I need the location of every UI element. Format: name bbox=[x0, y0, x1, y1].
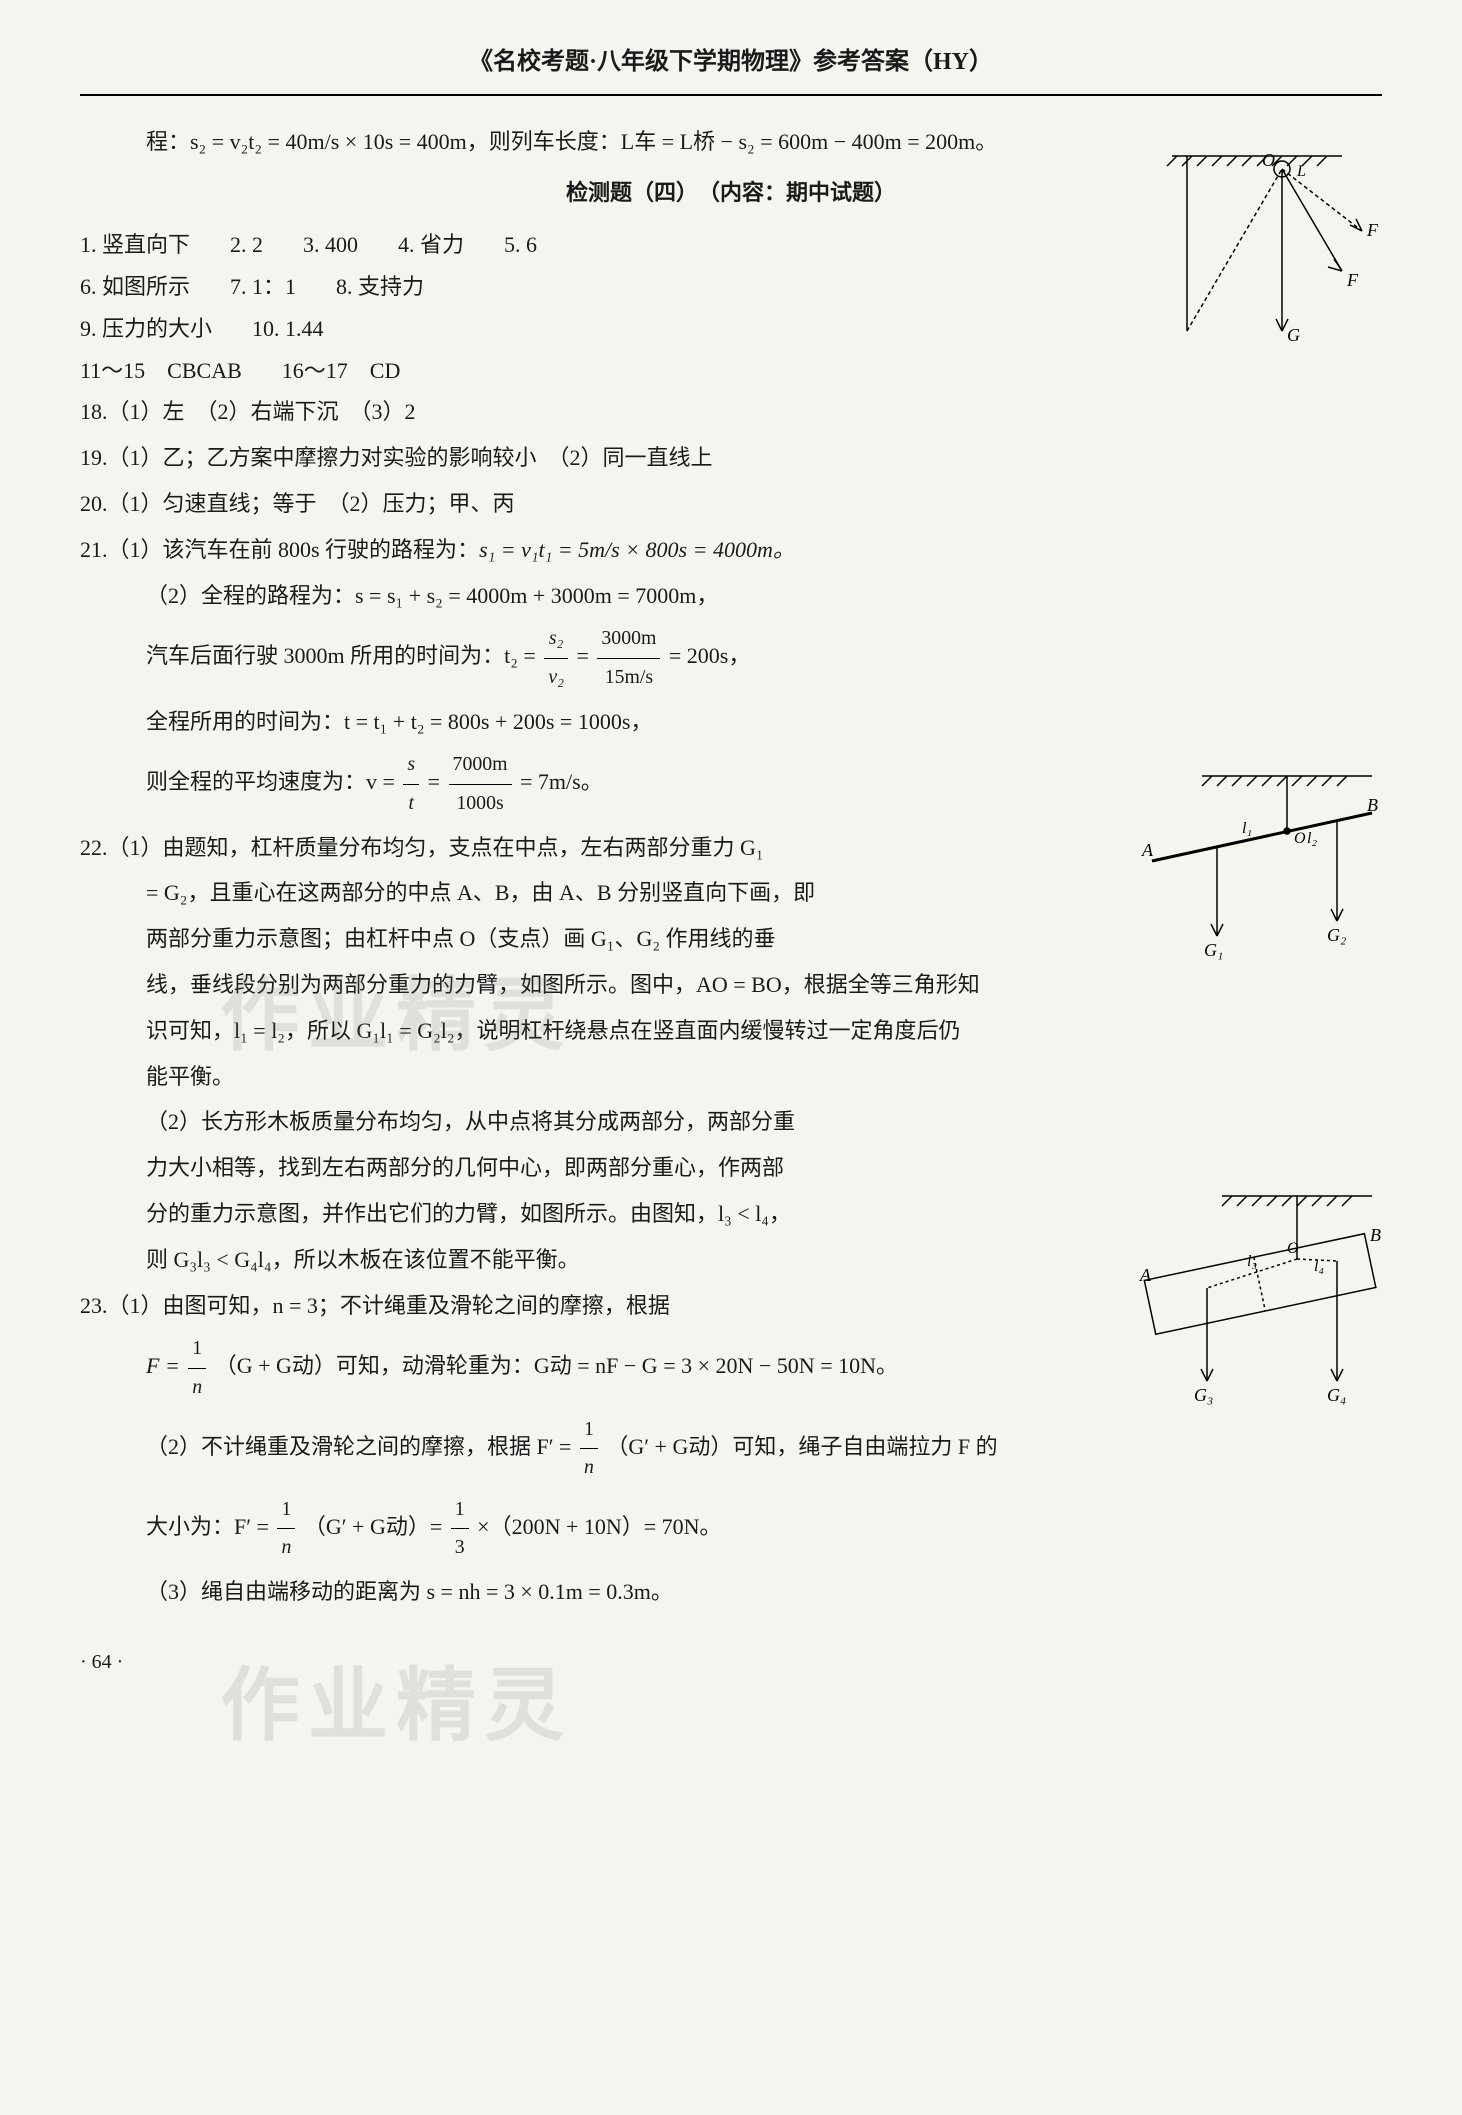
q21-l2: （2）全程的路程为：s = s₁ + s₂ = 4000m + 3000m = … bbox=[80, 575, 1382, 617]
q21-l3: 汽车后面行驶 3000m 所用的时间为：t₂ = s₂v₂ = 3000m15m… bbox=[80, 620, 1382, 696]
ans-4: 4. 省力 bbox=[398, 224, 464, 266]
q21-l3-den: v₂ bbox=[544, 659, 568, 697]
q23-l4-den2: 3 bbox=[451, 1529, 469, 1567]
svg-text:B: B bbox=[1367, 795, 1378, 815]
q23-l4: 大小为：F′ = 1n （G′ + G动）= 13 ×（200N + 10N）=… bbox=[80, 1491, 1382, 1567]
q21-l5-mid: = bbox=[428, 770, 446, 795]
svg-text:F: F bbox=[1346, 270, 1359, 290]
ans-11-15: 11～15 CBCAB bbox=[80, 350, 242, 392]
q22-l6: 能平衡。 bbox=[80, 1056, 1382, 1098]
q21-l5-den: t bbox=[403, 785, 419, 823]
q23-l4-num2: 1 bbox=[451, 1491, 469, 1530]
diagram-q22-1: A B O l₁ l₂ G₁ G₂ bbox=[1122, 761, 1382, 981]
q21-l1-prefix: 21.（1）该汽车在前 800s 行驶的路程为： bbox=[80, 537, 479, 562]
ans-16-17: 16～17 CD bbox=[282, 350, 401, 392]
ans-1: 1. 竖直向下 bbox=[80, 224, 190, 266]
q21-l3-prefix: 汽车后面行驶 3000m 所用的时间为：t₂ = bbox=[146, 644, 541, 669]
svg-text:B: B bbox=[1370, 1225, 1381, 1245]
svg-text:O: O bbox=[1294, 830, 1306, 847]
q21-l5-num2: 7000m bbox=[449, 746, 512, 785]
q21-l1: 21.（1）该汽车在前 800s 行驶的路程为：s₁ = v₁t₁ = 5m/s… bbox=[80, 529, 1382, 571]
q21-l5-prefix: 则全程的平均速度为：v = bbox=[146, 770, 400, 795]
q23-l2-suffix: （G + G动）可知，动滑轮重为：G动 = nF − G = 3 × 20N −… bbox=[215, 1354, 898, 1379]
q21-l3-num: s₂ bbox=[544, 620, 568, 659]
svg-text:G: G bbox=[1287, 325, 1300, 345]
q23-l3-suffix: （G′ + G动）可知，绳子自由端拉力 F 的 bbox=[606, 1434, 997, 1459]
svg-text:l₃: l₃ bbox=[1247, 1253, 1257, 1270]
svg-text:A: A bbox=[1141, 840, 1154, 860]
svg-text:O: O bbox=[1262, 150, 1275, 170]
svg-text:l₁: l₁ bbox=[1242, 820, 1252, 837]
svg-text:O: O bbox=[1287, 1240, 1299, 1257]
q23-l4-suffix: ×（200N + 10N）= 70N。 bbox=[477, 1514, 721, 1539]
q22-l5: 识可知，l₁ = l₂，所以 G₁l₁ = G₂l₂，说明杠杆绕悬点在竖直面内缓… bbox=[80, 1010, 1382, 1052]
q21-l1-eq: s₁ = v₁t₁ = 5m/s × 800s = 4000m。 bbox=[479, 537, 795, 562]
q23-l2-num: 1 bbox=[188, 1330, 206, 1369]
q21-l5-suffix: = 7m/s。 bbox=[520, 770, 603, 795]
q23-l2-prefix: F = bbox=[146, 1354, 185, 1379]
ans-20: 20.（1）匀速直线；等于 （2）压力；甲、丙 bbox=[80, 483, 1382, 525]
svg-text:l₄: l₄ bbox=[1314, 1258, 1324, 1275]
q23-l4-num: 1 bbox=[277, 1491, 295, 1530]
ans-3: 3. 400 bbox=[303, 224, 358, 266]
q21-l4: 全程所用的时间为：t = t₁ + t₂ = 800s + 200s = 100… bbox=[80, 701, 1382, 743]
page-header: 《名校考题·八年级下学期物理》参考答案（HY） bbox=[80, 40, 1382, 96]
svg-text:L: L bbox=[1296, 163, 1306, 180]
svg-text:G₁: G₁ bbox=[1204, 940, 1223, 960]
svg-text:G₂: G₂ bbox=[1327, 925, 1346, 945]
q23-l4-den: n bbox=[277, 1529, 295, 1567]
ans-18: 18.（1）左 （2）右端下沉 （3）2 bbox=[80, 391, 1382, 433]
q21-l3-num2: 3000m bbox=[597, 620, 660, 659]
q23-l5: （3）绳自由端移动的距离为 s = nh = 3 × 0.1m = 0.3m。 bbox=[80, 1571, 1382, 1613]
svg-text:G₃: G₃ bbox=[1194, 1385, 1213, 1405]
diagram-q22-2: A B O l₃ l₄ G₃ G₄ bbox=[1122, 1181, 1382, 1421]
ans-7: 7. 1：1 bbox=[230, 266, 296, 308]
svg-text:l₂: l₂ bbox=[1307, 830, 1317, 847]
svg-text:F: F bbox=[1366, 220, 1379, 240]
ans-10: 10. 1.44 bbox=[252, 308, 324, 350]
q21-l3-den2: 15m/s bbox=[597, 659, 660, 697]
ans-9: 9. 压力的大小 bbox=[80, 308, 212, 350]
q22-l7: （2）长方形木板质量分布均匀，从中点将其分成两部分，两部分重 bbox=[80, 1101, 1382, 1143]
ans-5: 5. 6 bbox=[504, 224, 537, 266]
diagram-q6: O L F F G bbox=[1152, 141, 1382, 371]
svg-text:A: A bbox=[1139, 1265, 1152, 1285]
q21-l3-suffix: = 200s， bbox=[669, 644, 750, 669]
q23-l3-num: 1 bbox=[580, 1411, 598, 1450]
q23-l3-prefix: （2）不计绳重及滑轮之间的摩擦，根据 F′ = bbox=[146, 1434, 577, 1459]
ans-8: 8. 支持力 bbox=[336, 266, 424, 308]
short-answers-row2: 6. 如图所示 7. 1：1 8. 支持力 bbox=[80, 266, 1080, 308]
q23-l3-den: n bbox=[580, 1449, 598, 1487]
q23-l2-den: n bbox=[188, 1369, 206, 1407]
short-answers-row1: 1. 竖直向下 2. 2 3. 400 4. 省力 5. 6 bbox=[80, 224, 1080, 266]
ans-19: 19.（1）乙；乙方案中摩擦力对实验的影响较小 （2）同一直线上 bbox=[80, 437, 1382, 479]
content-area: 作业精灵 作业精灵 O L bbox=[80, 121, 1382, 1681]
q23-l3: （2）不计绳重及滑轮之间的摩擦，根据 F′ = 1n （G′ + G动）可知，绳… bbox=[80, 1411, 1382, 1487]
q23-l4-mid: （G′ + G动）= bbox=[304, 1514, 448, 1539]
q21-l5-num: s bbox=[403, 746, 419, 785]
q21-l3-mid: = bbox=[576, 644, 594, 669]
q23-l4-prefix: 大小为：F′ = bbox=[146, 1514, 274, 1539]
ans-6: 6. 如图所示 bbox=[80, 266, 190, 308]
q21-l5-den2: 1000s bbox=[449, 785, 512, 823]
page-number: · 64 · bbox=[80, 1643, 1382, 1681]
svg-text:G₄: G₄ bbox=[1327, 1385, 1346, 1405]
ans-2: 2. 2 bbox=[230, 224, 263, 266]
